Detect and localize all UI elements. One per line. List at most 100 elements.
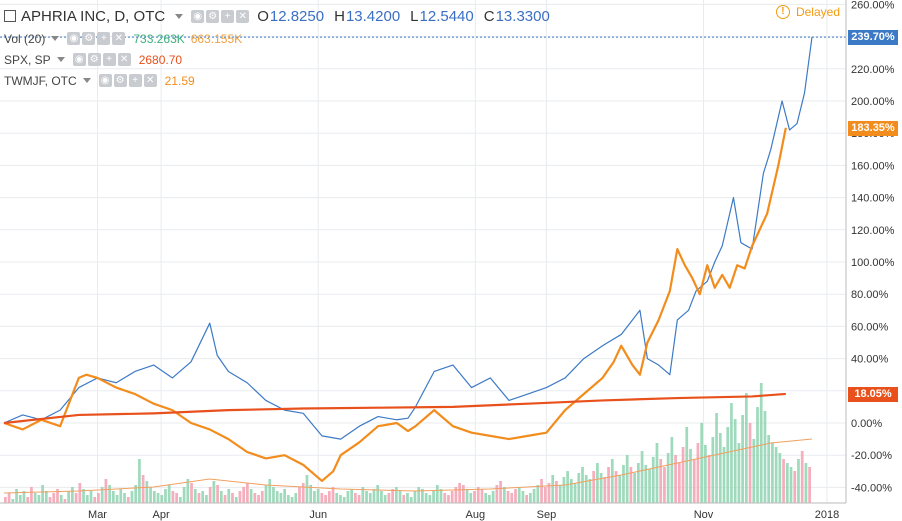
volume-bar: [599, 473, 603, 503]
spx-label[interactable]: SPX, SP: [4, 52, 51, 67]
volume-bar: [603, 477, 607, 503]
collapse-icon[interactable]: [4, 10, 16, 22]
volume-bar: [566, 471, 569, 503]
volume-bar: [767, 435, 771, 503]
symbol-title[interactable]: APHRIA INC, D, OTC: [21, 7, 166, 25]
volume-bar: [201, 491, 205, 503]
volume-bar: [454, 487, 458, 503]
volume-bar: [74, 493, 78, 503]
close-icon[interactable]: ✕: [236, 9, 250, 23]
volume-bar: [629, 467, 633, 503]
volume-bar: [339, 495, 342, 503]
volume-bar: [510, 493, 514, 503]
volume-bar: [715, 413, 718, 503]
x-tick-label: Aug: [466, 509, 486, 521]
volume-bar: [461, 485, 465, 503]
plus-icon[interactable]: +: [102, 53, 116, 66]
close-icon[interactable]: ✕: [117, 53, 131, 66]
volume-bar: [547, 483, 551, 503]
volume-bar: [398, 491, 402, 503]
volume-bar: [435, 485, 439, 503]
volume-bar: [327, 491, 331, 503]
volume-bar: [573, 483, 577, 503]
volume-bar: [275, 491, 279, 503]
volume-bar: [502, 487, 506, 503]
volume-bar: [532, 489, 536, 503]
volume-bar: [286, 495, 290, 503]
volume-bar: [63, 499, 67, 503]
volume-bar: [778, 453, 782, 503]
volume-bar: [636, 463, 640, 503]
x-tick-label: Jun: [309, 509, 327, 521]
chevron-down-icon[interactable]: [175, 13, 184, 19]
volume-bar: [383, 495, 387, 503]
volume-bar: [264, 485, 268, 503]
volume-bar: [748, 423, 752, 503]
x-axis: Mar Apr Jun Aug Sep Nov 2018: [0, 502, 846, 521]
x-tick-label: Nov: [694, 509, 714, 521]
eye-icon[interactable]: ◉: [98, 74, 112, 87]
eye-icon[interactable]: ◉: [191, 9, 205, 23]
y-tick-label: 100.00%: [851, 257, 895, 269]
legend-vol-row: Vol (20) ◉ ⚙ + ✕ 733.263K 663.155K: [4, 28, 560, 49]
volume-bar: [15, 489, 18, 503]
gear-icon[interactable]: ⚙: [87, 53, 101, 66]
gear-icon[interactable]: ⚙: [113, 74, 127, 87]
volume-bar: [387, 493, 391, 503]
volume-bar: [473, 491, 476, 503]
close-icon[interactable]: ✕: [112, 32, 126, 45]
gear-icon[interactable]: ⚙: [206, 9, 220, 23]
volume-bar: [33, 493, 37, 503]
volume-bar: [536, 485, 540, 503]
volume-bar: [59, 495, 63, 503]
chevron-down-icon[interactable]: [51, 36, 60, 41]
volume-bar: [655, 443, 659, 503]
volume-bar: [71, 487, 74, 503]
x-tick-label: Apr: [153, 509, 170, 521]
chart-grid: [0, 0, 846, 503]
twmjf-label[interactable]: TWMJF, OTC: [4, 73, 77, 88]
volume-bar: [365, 491, 368, 503]
vol-label[interactable]: Vol (20): [4, 31, 46, 46]
volume-bars: [3, 383, 813, 503]
vol-value-2: 663.155K: [190, 31, 243, 46]
plus-icon[interactable]: +: [97, 32, 111, 45]
y-tick-label: 60.00%: [851, 321, 889, 333]
volume-bar: [659, 459, 663, 503]
volume-bar: [119, 489, 123, 503]
plus-icon[interactable]: +: [221, 9, 235, 23]
chevron-down-icon[interactable]: [56, 57, 65, 62]
volume-bar: [208, 487, 212, 503]
y-tick-label: 120.00%: [851, 225, 895, 237]
gear-icon[interactable]: ⚙: [82, 32, 96, 45]
volume-bar: [182, 487, 186, 503]
volume-bar: [726, 427, 730, 503]
volume-bar: [231, 493, 234, 503]
volume-bar: [551, 475, 555, 503]
volume-bar: [380, 491, 383, 503]
chevron-down-icon[interactable]: [82, 78, 91, 83]
volume-bar: [283, 489, 286, 503]
volume-bar: [268, 479, 272, 503]
volume-bar: [219, 491, 223, 503]
volume-bar: [145, 481, 149, 503]
ohlc-low: L12.5440: [410, 7, 474, 25]
eye-icon[interactable]: ◉: [67, 32, 81, 45]
volume-bar: [618, 475, 622, 503]
volume-bar: [670, 437, 674, 503]
volume-bar: [316, 489, 320, 503]
volume-bar: [361, 487, 365, 503]
close-icon[interactable]: ✕: [143, 74, 157, 87]
volume-bar: [56, 489, 59, 503]
volume-bar: [763, 411, 767, 503]
delayed-indicator[interactable]: ! Delayed: [775, 5, 840, 19]
eye-icon[interactable]: ◉: [72, 53, 86, 66]
volume-bar: [186, 479, 190, 503]
volume-bar: [272, 487, 275, 503]
volume-bar: [625, 455, 629, 503]
volume-bar: [555, 481, 558, 503]
series-line-aphria-inc: [3, 37, 813, 440]
plus-icon[interactable]: +: [128, 74, 142, 87]
volume-bar: [7, 493, 11, 503]
y-tick-label: 80.00%: [851, 289, 889, 301]
